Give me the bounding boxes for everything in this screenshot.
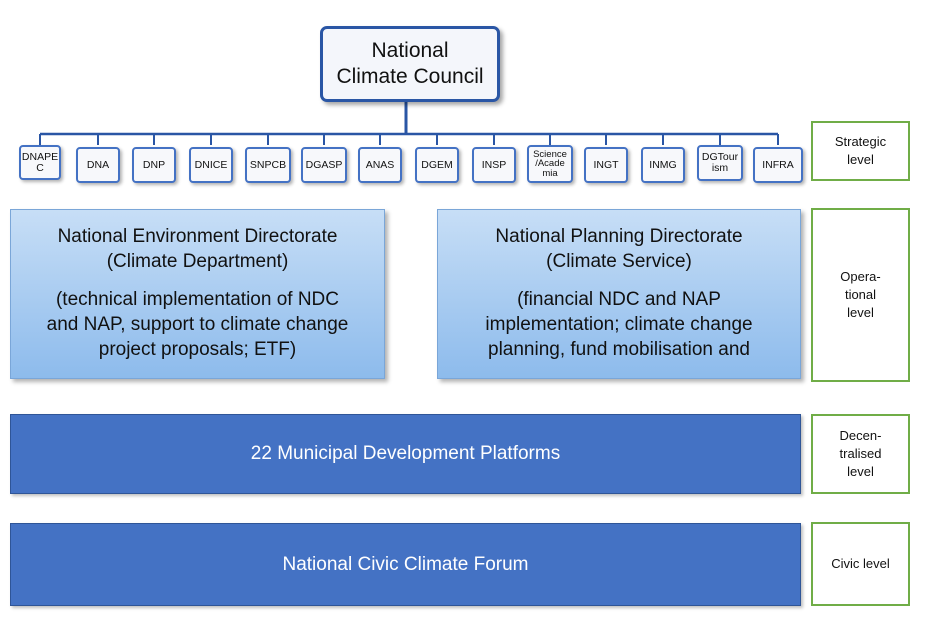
agency-label: DNICE <box>194 158 228 171</box>
agency-label: DGASP <box>305 158 343 171</box>
agency-label: mia <box>542 167 558 179</box>
agency-label: INFRA <box>762 158 794 171</box>
level-label: Civic level <box>831 556 890 571</box>
level-label: level <box>847 305 874 320</box>
level-operational: Opera-tional level <box>811 208 910 382</box>
agency-insp-box: INSP <box>472 147 516 183</box>
directorate-description: project proposals; ETF) <box>98 339 297 360</box>
agency-snpcb-box: SNPCB <box>245 147 291 183</box>
agency-dnapec-box: DNAPE C <box>19 145 61 180</box>
national-environment-directorate-box: National Environment Directorate (Climat… <box>10 209 385 379</box>
agency-label: INMG <box>649 158 677 171</box>
agency-label: SNPCB <box>249 158 287 171</box>
level-label: Opera- <box>840 269 881 284</box>
directorate-subtitle: (Climate Service) <box>546 251 692 272</box>
agency-label: DNA <box>86 158 110 171</box>
level-label: Decen- <box>839 428 882 443</box>
level-label: level <box>847 152 874 167</box>
level-label: Strategic <box>834 134 887 149</box>
agency-dnp-box: DNP <box>132 147 176 183</box>
directorate-subtitle: (Climate Department) <box>106 251 289 272</box>
agency-dnice-box: DNICE <box>189 147 233 183</box>
national-climate-council-box: National Climate Council <box>320 26 500 102</box>
agency-dgtourism-box: DGTour ism <box>697 145 743 181</box>
agency-label: ANAS <box>365 158 395 171</box>
agency-science-academia-box: Science/Acade mia <box>527 145 573 183</box>
national-planning-directorate-box: National Planning Directorate (Climate S… <box>437 209 801 379</box>
forum-label: National Civic Climate Forum <box>282 553 529 575</box>
agency-dgem-box: DGEM <box>415 147 459 183</box>
council-title-line1: National <box>371 39 449 62</box>
agency-label: INGT <box>593 158 619 171</box>
agency-label: ism <box>711 162 729 174</box>
agency-label: Science <box>533 148 567 160</box>
agency-label: DNAPE <box>21 150 59 163</box>
level-label: tional <box>844 287 877 302</box>
directorate-description: and NAP, support to climate change <box>46 314 349 335</box>
municipal-development-platforms-bar: 22 Municipal Development Platforms <box>10 414 801 494</box>
level-label: level <box>847 464 874 479</box>
directorate-description: planning, fund mobilisation and <box>488 339 750 360</box>
agency-label: /Acade <box>535 158 565 170</box>
agency-label: DGEM <box>421 158 453 171</box>
directorate-description: (technical implementation of NDC <box>55 289 339 310</box>
agency-anas-box: ANAS <box>358 147 402 183</box>
level-civic: Civic level <box>811 522 910 606</box>
platforms-label: 22 Municipal Development Platforms <box>250 443 561 464</box>
agency-label: DNP <box>142 158 166 171</box>
directorate-description: (financial NDC and NAP <box>517 289 721 310</box>
agency-dna-box: DNA <box>76 147 120 183</box>
directorate-title: National Environment Directorate <box>57 226 338 247</box>
council-title-line2: Climate Council <box>336 65 484 88</box>
directorate-description: implementation; climate change <box>485 314 753 335</box>
directorate-title: National Planning Directorate <box>495 226 743 247</box>
national-civic-climate-forum-bar: National Civic Climate Forum <box>10 523 801 606</box>
agency-label: INSP <box>481 158 507 171</box>
level-label: tralised <box>839 446 882 461</box>
agency-ingt-box: INGT <box>584 147 628 183</box>
agency-inmg-box: INMG <box>641 147 685 183</box>
agency-infra-box: INFRA <box>753 147 803 183</box>
level-strategic: Strategic level <box>811 121 910 181</box>
agency-dgasp-box: DGASP <box>301 147 347 183</box>
level-decentralised: Decen-tralised level <box>811 414 910 494</box>
agency-label: DGTour <box>701 151 739 163</box>
agency-label: C <box>36 161 44 174</box>
